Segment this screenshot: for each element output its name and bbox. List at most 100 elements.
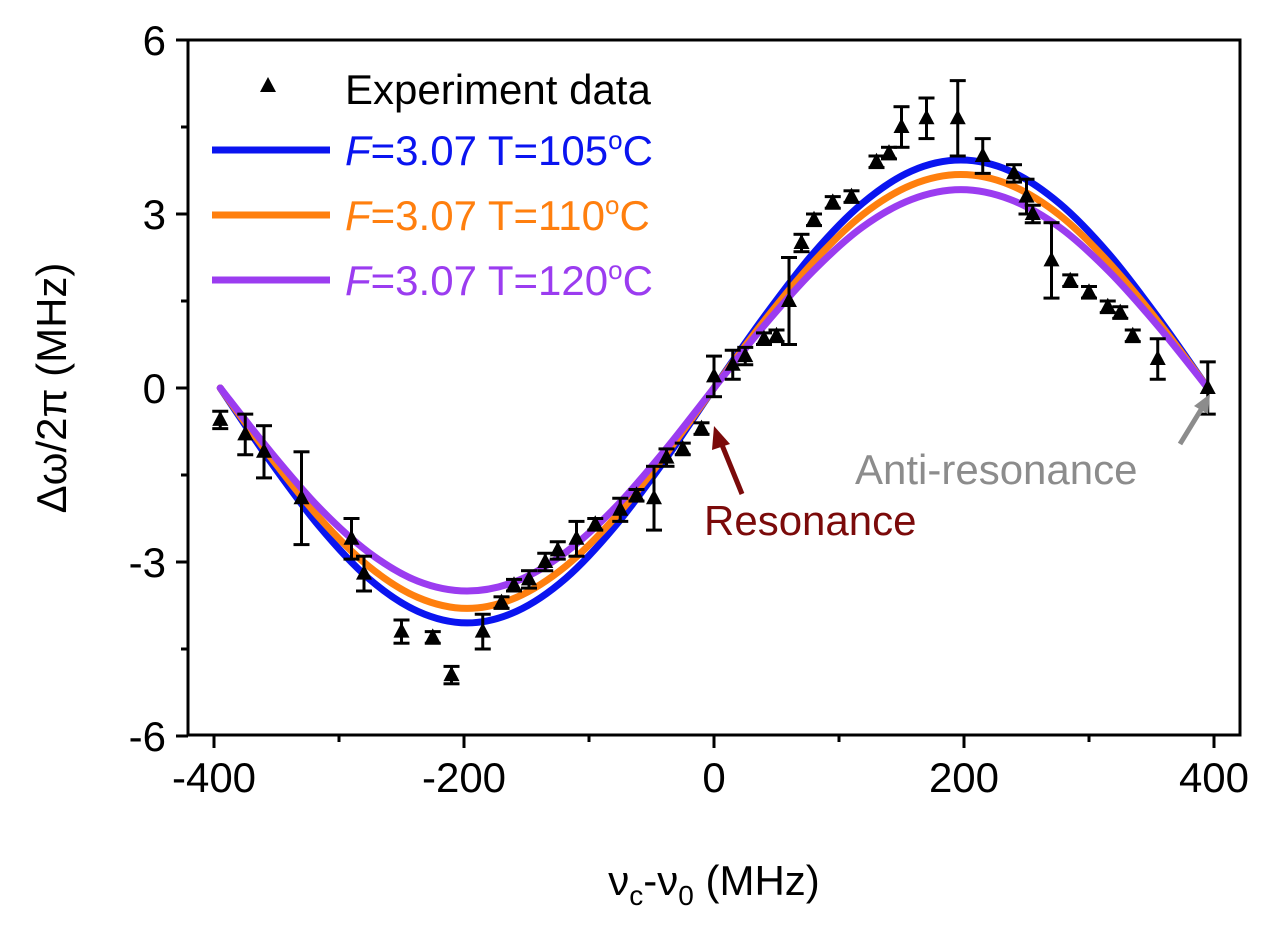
anti-resonance-arrow — [1177, 406, 1205, 446]
y-tick-label: -6 — [129, 713, 166, 760]
annotation-anti-resonance: Anti-resonance — [855, 394, 1210, 493]
data-point — [824, 193, 841, 210]
data-point — [537, 551, 554, 573]
triangle-marker — [793, 234, 810, 249]
legend-label-2: F=3.07 T=120oC — [345, 255, 653, 304]
triangle-marker — [724, 355, 741, 371]
anti-resonance-label: Anti-resonance — [855, 446, 1138, 493]
legend-label-1: F=3.07 T=110oC — [345, 190, 650, 239]
triangle-marker — [587, 515, 604, 531]
y-tick-label: 0 — [143, 365, 166, 412]
data-point — [918, 96, 935, 141]
triangle-marker — [674, 439, 691, 455]
triangle-marker — [424, 628, 441, 644]
legend: Experiment data F=3.07 T=105oC F=3.07 T=1… — [212, 66, 653, 304]
x-tick-label: -400 — [172, 754, 256, 801]
x-tick-label: 0 — [702, 754, 725, 801]
triangle-marker — [949, 109, 966, 125]
legend-label-0: F=3.07 T=105oC — [345, 125, 653, 174]
y-tick-label: 3 — [143, 191, 166, 238]
triangle-marker — [237, 425, 254, 441]
triangle-marker — [521, 570, 537, 586]
resonance-arrowhead — [712, 426, 730, 450]
triangle-marker — [781, 292, 797, 307]
triangle-marker — [393, 622, 410, 638]
data-point — [1099, 297, 1116, 315]
triangle-marker — [1062, 271, 1079, 287]
legend-label-experiment: Experiment data — [345, 66, 651, 113]
triangle-marker — [506, 576, 522, 592]
data-point — [356, 554, 372, 593]
triangle-marker — [549, 541, 566, 557]
data-point — [587, 515, 604, 532]
axes: -400 -200 0 200 400 6 3 0 -3 -6 — [129, 17, 1249, 801]
triangle-marker — [256, 442, 272, 458]
data-point — [868, 152, 885, 170]
data-point — [212, 409, 229, 431]
triangle-marker — [493, 593, 510, 609]
triangle-marker — [293, 489, 310, 505]
triangle-marker — [806, 210, 822, 226]
triangle-marker — [868, 152, 885, 168]
data-point — [706, 354, 722, 399]
triangle-marker — [881, 144, 897, 160]
triangle-marker — [443, 666, 460, 682]
data-point — [1024, 203, 1041, 225]
data-point — [549, 540, 566, 561]
triangle-marker — [1018, 187, 1035, 203]
triangle-marker — [737, 347, 754, 363]
data-point — [393, 618, 410, 645]
data-point — [974, 137, 991, 175]
triangle-marker — [918, 109, 935, 125]
triangle-marker — [1024, 205, 1041, 220]
annotation-resonance: Resonance — [704, 426, 916, 544]
data-point — [1149, 337, 1166, 381]
data-point — [658, 447, 675, 468]
data-point — [1124, 326, 1141, 344]
data-point — [612, 496, 629, 523]
y-axis-label: Δω/2π (MHz) — [28, 263, 75, 514]
data-point — [756, 329, 772, 346]
data-point — [521, 569, 537, 590]
anti-resonance-arrowhead — [1194, 394, 1210, 414]
triangle-marker — [646, 489, 662, 505]
x-tick-label: 400 — [1179, 754, 1249, 801]
data-point — [1062, 271, 1079, 288]
data-point — [693, 419, 710, 436]
data-point — [674, 439, 691, 457]
data-point — [793, 232, 810, 254]
triangle-marker — [658, 448, 675, 464]
data-point — [843, 187, 860, 204]
data-point — [1043, 221, 1060, 300]
y-tick-label: 6 — [143, 17, 166, 64]
triangle-marker — [1112, 303, 1129, 319]
triangle-marker — [1099, 297, 1116, 313]
resonance-arrow — [717, 439, 745, 495]
triangle-marker — [756, 329, 772, 345]
triangle-marker — [693, 419, 710, 435]
triangle-marker — [1081, 283, 1097, 299]
data-point — [949, 79, 966, 158]
triangle-marker — [1006, 164, 1022, 180]
data-point — [893, 105, 910, 149]
data-point — [768, 326, 785, 344]
resonance-label: Resonance — [704, 497, 916, 544]
triangle-marker — [768, 326, 785, 342]
triangle-marker — [356, 564, 372, 580]
x-axis-label: νc-ν0 (MHz) — [608, 857, 820, 911]
triangle-marker — [893, 118, 910, 133]
triangle-marker — [1149, 350, 1166, 365]
data-point — [474, 612, 491, 651]
triangle-marker — [1124, 326, 1141, 342]
data-point — [724, 348, 741, 381]
data-point — [628, 486, 645, 503]
experiment-points — [212, 79, 1216, 686]
legend-marker-triangle — [260, 77, 276, 92]
data-point — [568, 519, 585, 558]
data-point — [256, 424, 272, 480]
data-point — [806, 210, 822, 228]
data-point — [424, 628, 441, 645]
data-point — [1081, 283, 1097, 300]
data-point — [506, 576, 522, 593]
